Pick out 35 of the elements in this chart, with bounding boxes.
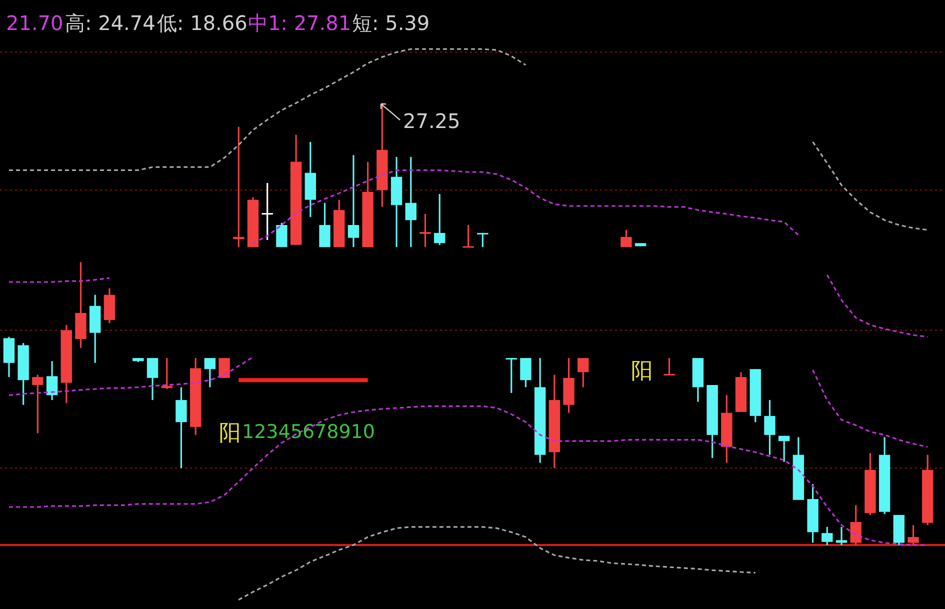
candlestick <box>405 156 416 248</box>
annotation: 12345678910 <box>242 421 375 443</box>
candlestick <box>764 399 776 456</box>
candlestick <box>348 154 360 248</box>
candlestick <box>204 357 216 388</box>
candlestick <box>434 193 446 246</box>
candlestick <box>836 526 848 546</box>
candlestick <box>146 357 158 401</box>
candlestick <box>778 435 790 463</box>
annotation: 27.25 <box>403 109 460 133</box>
candlestick <box>46 360 58 401</box>
candlestick <box>850 504 862 546</box>
candlestick <box>420 213 431 248</box>
candlestick <box>477 232 488 248</box>
text: 高: 24.74 <box>65 11 156 35</box>
text: 中1: 27.81 <box>248 11 352 35</box>
text: 短: 5.39 <box>352 11 430 35</box>
candlestick <box>506 357 517 394</box>
candlestick <box>908 524 919 546</box>
candlestick <box>176 386 187 469</box>
candlestick <box>276 222 288 248</box>
text: 低: 18.66 <box>157 11 248 35</box>
text: 21.70 <box>6 11 64 35</box>
candlestick <box>520 357 532 388</box>
candlestick <box>578 357 589 388</box>
candlestick <box>462 224 474 248</box>
candlestick <box>664 357 675 376</box>
candlestick <box>319 202 330 248</box>
candlestick <box>218 357 230 379</box>
annotation: 阳 <box>219 421 241 446</box>
annotation: 阳 <box>631 359 653 384</box>
candlestick <box>620 229 632 248</box>
candlestick <box>262 182 273 241</box>
candlestick <box>32 374 44 434</box>
candlestick <box>822 526 833 546</box>
